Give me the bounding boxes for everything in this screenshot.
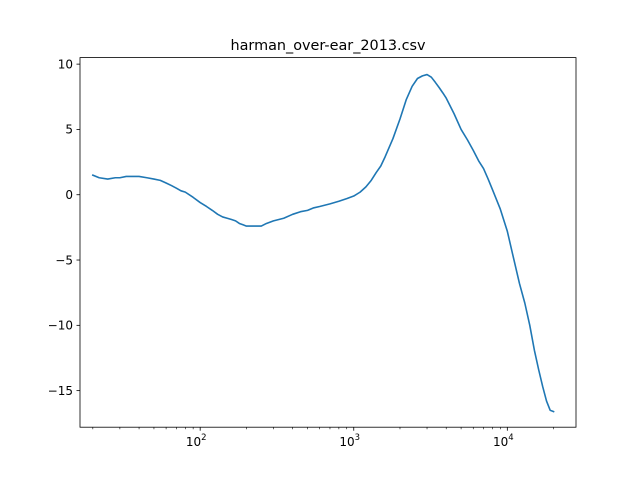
- y-tick-label: 5: [65, 123, 73, 137]
- y-tick-label: 10: [58, 57, 73, 71]
- y-tick-label: 0: [65, 188, 73, 202]
- axes-frame: [79, 57, 577, 428]
- chart-title: harman_over-ear_2013.csv: [230, 38, 426, 54]
- y-tick-label: −15: [48, 384, 73, 398]
- y-tick-label: −5: [55, 253, 73, 267]
- x-tick-label: 104: [493, 433, 514, 449]
- axes: 10 5 0 −5 −10 −15 102 103 104: [48, 57, 554, 449]
- plot-area: [91, 73, 555, 413]
- y-tick-label: −10: [48, 319, 73, 333]
- x-tick-label: 103: [339, 433, 360, 449]
- x-tick-label: 102: [186, 433, 207, 449]
- series-line-0: [91, 73, 555, 413]
